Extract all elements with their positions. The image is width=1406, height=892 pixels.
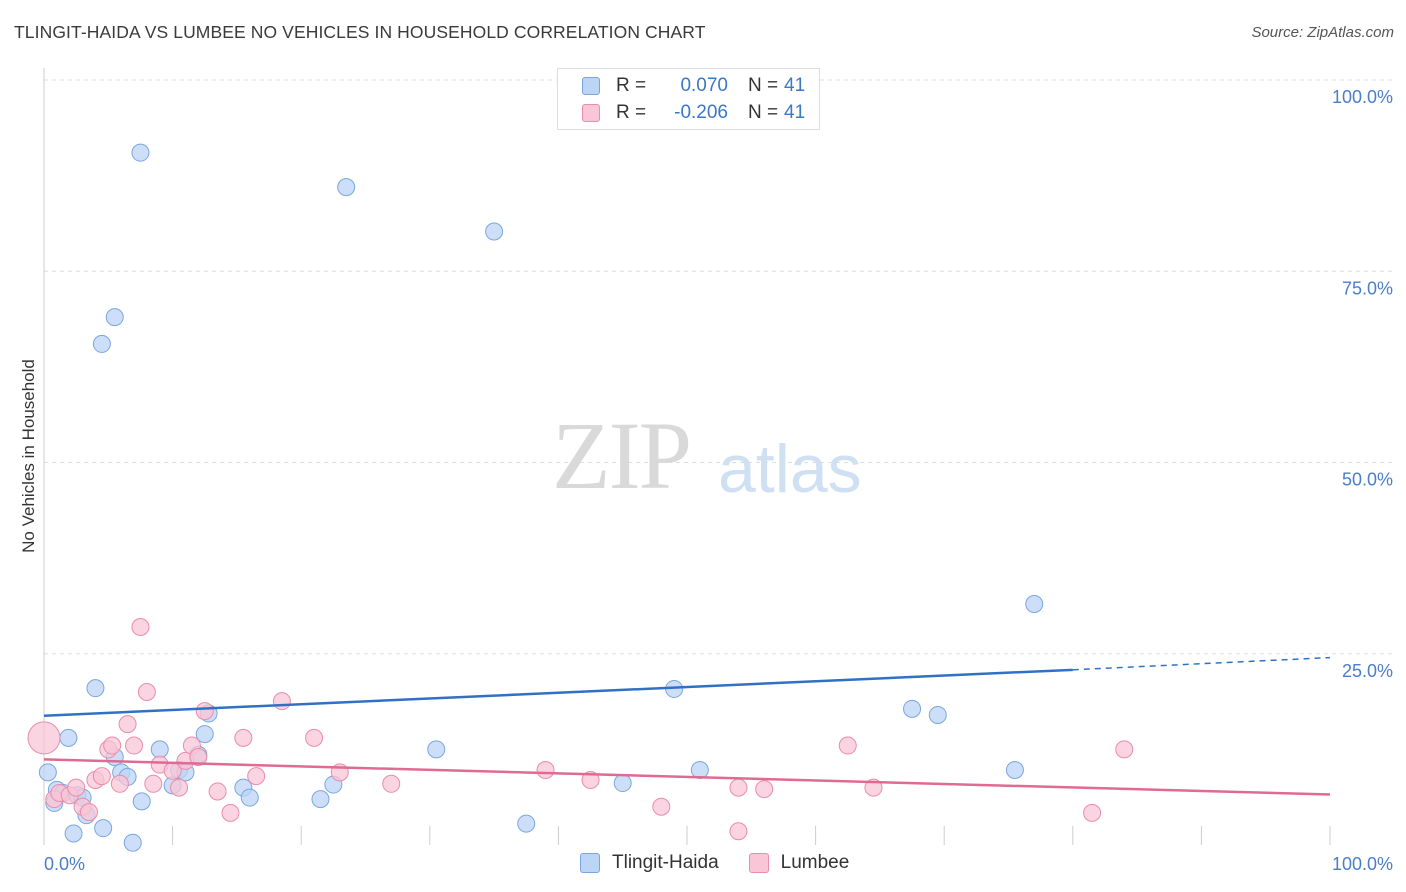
axis-layer [43,68,1331,845]
point-tlingit-haida [105,308,124,327]
point-lumbee [92,767,111,786]
point-tlingit-haida [311,790,330,809]
point-tlingit-haida [195,725,214,744]
legend-r-label: R = [616,102,647,123]
points-layer [27,143,1134,852]
legend-n-label: N = [748,75,779,96]
x-tick-label: 100.0% [1332,854,1393,874]
source-label: Source: ZipAtlas.com [1251,24,1394,41]
legend-label-tlingit-haida: Tlingit-Haida [612,852,719,873]
point-tlingit-haida [94,819,113,838]
legend-swatch-pink [748,853,769,873]
point-lumbee [272,692,291,711]
point-lumbee [195,702,214,721]
legend-n-label: N = [748,102,779,123]
y-tick-label: 25.0% [1342,661,1393,681]
point-lumbee [838,736,857,755]
point-lumbee [110,774,129,793]
point-tlingit-haida [690,761,709,780]
point-lumbee [652,797,671,816]
point-lumbee [208,782,227,801]
legend-swatch-blue [580,853,600,873]
y-axis-label: No Vehicles in Household [19,359,38,553]
point-lumbee [729,778,748,797]
point-lumbee [131,617,150,636]
legend-item-lumbee[interactable]: Lumbee [748,852,850,874]
point-lumbee [67,778,86,797]
trend-layer [43,656,1331,796]
point-lumbee [189,748,208,767]
point-lumbee [80,803,99,822]
watermark-zip: ZIP [552,402,692,509]
point-lumbee [1115,740,1134,759]
point-lumbee [170,778,189,797]
point-tlingit-haida [903,699,922,718]
point-tlingit-haida [613,774,632,793]
legend-n-value: 41 [784,102,806,123]
label-layer: 25.0% 50.0% 75.0% 100.0% 0.0% 100.0% No Vehicl… [19,87,1393,874]
point-lumbee [221,803,240,822]
point-tlingit-haida [132,792,151,811]
point-tlingit-haida [517,814,536,833]
legend-r-value: -0.206 [674,102,728,123]
point-tlingit-haida [928,705,947,724]
legend-swatch-blue [582,77,600,95]
point-tlingit-haida [123,833,142,852]
point-lumbee [118,715,137,734]
trend-line-tlingit-haida-extension [1072,656,1331,671]
legend-r-label: R = [616,75,647,96]
legend-row-lumbee: R = -0.206 N = 41 [582,101,805,125]
point-tlingit-haida [131,143,150,162]
point-lumbee [1083,803,1102,822]
legend-row-tlingit-haida: R = 0.070 N = 41 [582,74,805,98]
grid-layer [44,79,1392,655]
legend-item-tlingit-haida[interactable]: Tlingit-Haida [580,852,719,874]
point-lumbee [247,767,266,786]
point-tlingit-haida [150,740,169,759]
point-tlingit-haida [1025,595,1044,614]
point-tlingit-haida [337,178,356,197]
trend-line-tlingit-haida [43,668,1073,717]
point-lumbee [144,774,163,793]
stats-legend: R = 0.070 N = 41 R = -0.206 N = 41 [557,68,820,130]
legend-swatch-pink [582,104,600,122]
point-lumbee [27,721,61,755]
series-legend: Tlingit-Haida Lumbee [580,852,879,874]
legend-r-value: 0.070 [680,75,728,96]
point-lumbee [382,774,401,793]
point-lumbee [581,770,600,789]
point-lumbee [125,736,144,755]
x-tick-label: 0.0% [44,854,85,874]
point-tlingit-haida [86,679,105,698]
chart-title: TLINGIT-HAIDA VS LUMBEE NO VEHICLES IN H… [14,22,706,42]
point-tlingit-haida [485,222,504,241]
y-tick-label: 75.0% [1342,278,1393,298]
point-tlingit-haida [240,788,259,807]
point-tlingit-haida [427,740,446,759]
point-tlingit-haida [38,763,57,782]
y-tick-label: 50.0% [1342,470,1393,490]
point-lumbee [729,822,748,841]
trend-line-lumbee [43,758,1331,796]
point-lumbee [305,728,324,747]
point-tlingit-haida [64,824,83,843]
point-lumbee [755,780,774,799]
point-lumbee [137,683,156,701]
legend-label-lumbee: Lumbee [780,852,850,873]
point-lumbee [234,728,253,747]
point-tlingit-haida [92,334,111,353]
watermark-atlas: atlas [718,431,862,507]
point-tlingit-haida [1005,761,1024,780]
point-tlingit-haida [59,728,78,747]
point-lumbee [536,761,555,780]
point-lumbee [103,736,122,755]
legend-n-value: 41 [784,75,806,96]
y-tick-label: 100.0% [1332,87,1393,107]
